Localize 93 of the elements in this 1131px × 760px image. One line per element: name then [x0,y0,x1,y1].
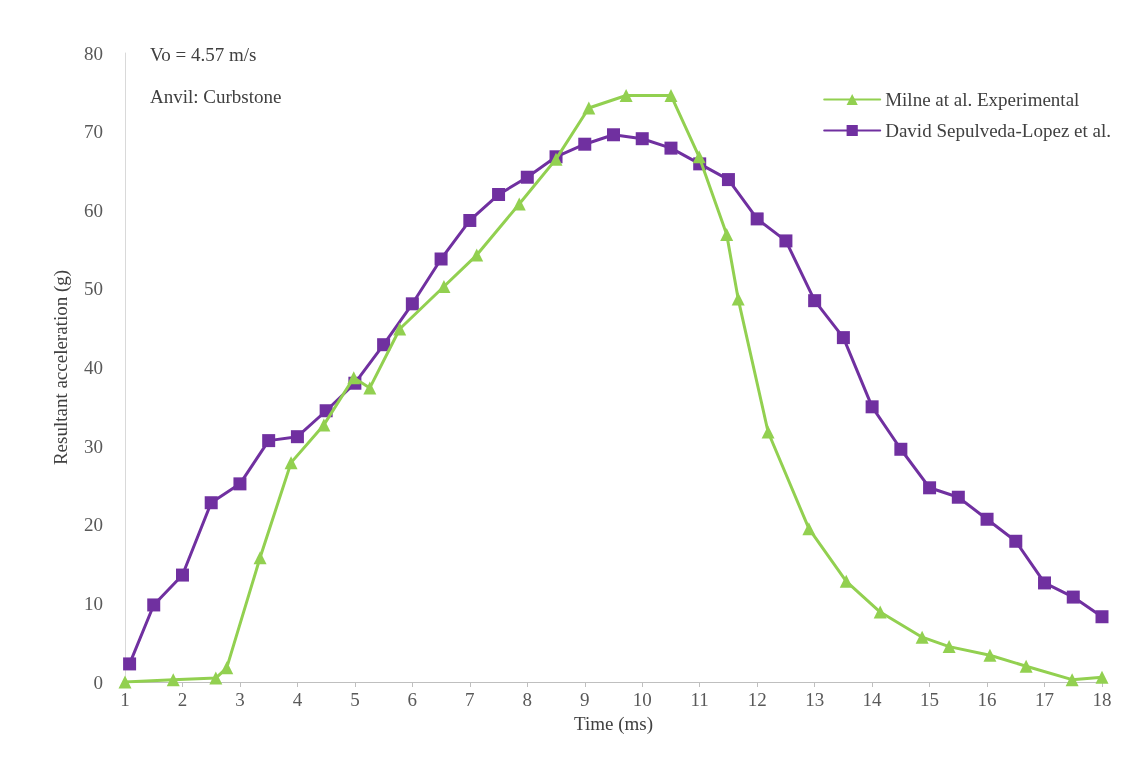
point [347,371,361,385]
point [463,213,477,227]
point [1066,590,1080,604]
point [512,197,526,211]
point [393,322,407,336]
point [437,280,451,294]
point [377,338,391,352]
point [731,292,745,306]
x-axis-title: Time (ms) [573,713,654,735]
point [983,648,997,662]
point [253,551,267,565]
x-tick-label: 10 [632,689,652,710]
y-tick-label: 20 [84,514,103,536]
x-tick-label: 17 [1035,689,1055,710]
y-tick-label: 50 [84,278,103,300]
point [204,496,218,510]
point [865,400,879,414]
point [1038,576,1052,590]
x-tick-label: 8 [522,689,533,710]
y-tick-label: 80 [84,42,103,64]
x-tick-label: 15 [920,689,940,710]
x-tick-label: 11 [690,689,709,710]
point [233,477,247,491]
point [492,188,506,202]
point [761,425,775,439]
point [619,88,633,102]
annotation: Vo = 4.57 m/s [150,44,257,65]
point [175,568,189,582]
point [118,675,132,689]
point [635,132,649,146]
x-tick-label: 4 [292,689,303,710]
point [942,640,956,654]
point [405,297,419,311]
x-tick-label: 9 [580,689,590,710]
point [721,173,735,187]
point [434,252,448,266]
x-tick-label: 3 [235,689,245,710]
point [607,128,620,142]
point [664,88,678,102]
point [209,671,223,685]
point [664,141,678,155]
point [1095,670,1109,684]
legend-label: David Sepulveda-Lopez et al. [885,120,1112,141]
y-tick-label: 60 [84,199,103,221]
point [779,234,793,248]
point [147,598,161,612]
point [290,430,304,444]
y-tick-label: 30 [84,435,103,457]
point [915,630,929,644]
point [220,661,234,675]
x-tick-label: 6 [407,689,418,710]
point [582,101,596,115]
point [520,170,534,184]
point [923,481,937,495]
y-axis-title: Resultant acceleration (g) [50,269,72,466]
point [802,522,816,536]
point [692,150,706,164]
point [166,673,180,687]
x-tick-label: 1 [120,689,130,710]
point [1095,610,1109,624]
point [1019,659,1033,673]
point [951,490,965,504]
x-tick-label: 13 [805,689,825,710]
y-tick-label: 10 [84,592,103,614]
point [1065,673,1079,687]
point [980,512,994,526]
point [894,442,908,456]
y-tick-label: 40 [84,357,103,378]
point [836,331,850,345]
point [262,434,276,448]
point [123,657,137,671]
point [578,137,592,151]
x-tick-label: 14 [862,689,883,710]
x-tick-label: 5 [350,689,360,710]
point [284,456,298,470]
point [808,294,822,308]
point [363,381,377,395]
x-tick-label: 7 [465,689,475,710]
annotation: Anvil: Curbstone [150,86,282,107]
point [1009,534,1023,548]
y-tick-label: 70 [84,121,103,143]
point [750,212,764,226]
x-tick-label: 18 [1092,689,1112,710]
x-tick-label: 2 [177,689,188,710]
x-tick-label: 12 [747,689,767,710]
y-tick-label: 0 [93,671,103,693]
point [839,574,853,588]
point [470,248,484,262]
point [317,418,331,432]
point [873,605,887,619]
x-tick-label: 16 [977,689,997,710]
legend-label: Milne at al. Experimental [885,89,1080,110]
point [720,228,734,242]
